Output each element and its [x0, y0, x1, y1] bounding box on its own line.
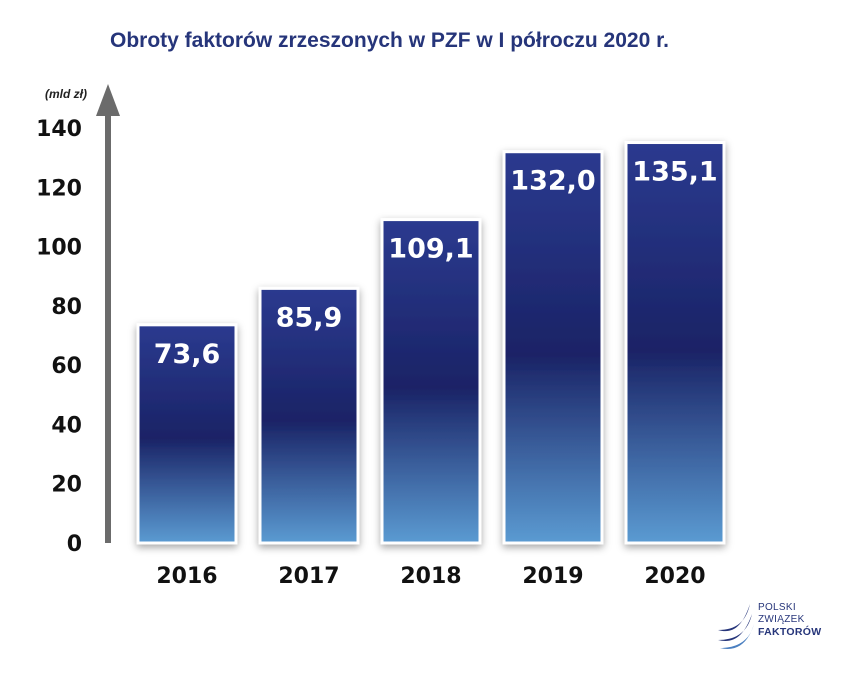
y-axis-arrowhead-icon — [96, 84, 120, 116]
y-tick-label: 100 — [36, 236, 82, 261]
bar-2017 — [258, 286, 360, 545]
logo-line-1: POLSKI — [758, 602, 796, 613]
bar-2018 — [380, 218, 482, 545]
bar-2019 — [502, 150, 604, 545]
bar-value-label: 109,1 — [388, 234, 473, 265]
x-tick-label: 2018 — [400, 564, 461, 589]
y-tick-label: 20 — [51, 473, 82, 498]
logo-line-2: ZWIĄZEK — [758, 614, 805, 625]
bar-2020 — [624, 141, 726, 545]
bars: 73,6 85,9 109,1 132,0 135,1 — [136, 141, 726, 545]
x-tick-label: 2020 — [644, 564, 705, 589]
y-tick-label: 80 — [51, 295, 82, 320]
x-tick-label: 2017 — [278, 564, 339, 589]
y-tick-label: 120 — [36, 176, 82, 201]
bar-2016 — [136, 323, 238, 545]
y-tick-label: 140 — [36, 117, 82, 142]
y-axis-unit-label: (mld zł) — [45, 87, 87, 101]
bar-value-label: 135,1 — [632, 157, 717, 188]
y-tick-label: 60 — [51, 354, 82, 379]
x-axis-labels: 2016 2017 2018 2019 2020 — [156, 564, 705, 589]
bar-value-label: 85,9 — [276, 302, 343, 333]
y-axis: (mld zł) 0 20 40 60 80 100 120 140 — [36, 84, 120, 557]
y-tick-label: 40 — [51, 413, 82, 438]
bar-value-label: 73,6 — [154, 339, 221, 370]
chart-title: Obroty faktorów zrzeszonych w PZF w I pó… — [110, 29, 669, 52]
x-tick-label: 2016 — [156, 564, 217, 589]
x-tick-label: 2019 — [522, 564, 583, 589]
bar-value-label: 132,0 — [510, 166, 595, 197]
logo-line-3: FAKTORÓW — [758, 626, 822, 638]
pzf-logo: POLSKI ZWIĄZEK FAKTORÓW — [716, 600, 826, 656]
y-tick-label: 0 — [67, 532, 82, 557]
logo-text: POLSKI ZWIĄZEK FAKTORÓW — [758, 602, 821, 638]
logo-swoosh-icon — [718, 604, 754, 649]
